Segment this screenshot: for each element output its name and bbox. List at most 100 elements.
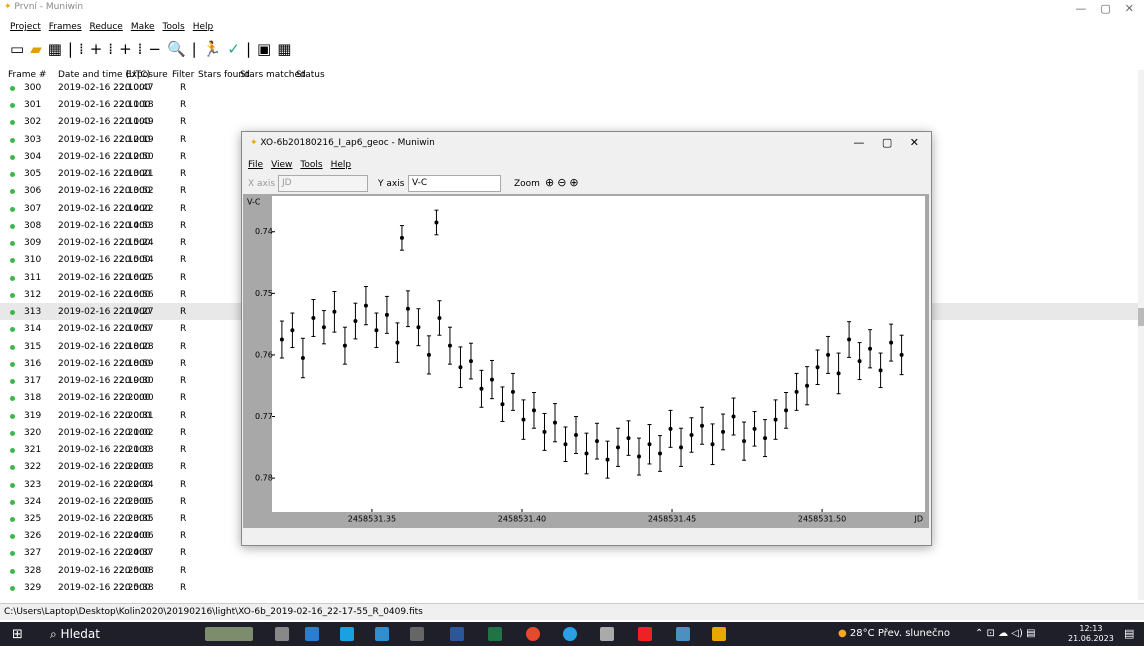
x-tick-label: 2458531.45 [648,515,696,524]
table-cell: 308 [24,220,42,231]
table-cell: 317 [24,376,42,387]
table-cell: 2019-02-16 22:12:50 [58,151,154,162]
menu-item[interactable]: Tools [162,22,185,32]
data-point [489,377,494,382]
weather[interactable]: ● 28°C Přev. slunečno [838,628,950,639]
dialog-controls[interactable]: — ▢ ✕ [853,136,919,149]
plot: V-C JD 0.74 0.75 0.76 0.77 0.78 2458531.35 245… [243,194,929,528]
scrollbar[interactable] [1138,70,1144,600]
app-icon[interactable] [712,627,726,641]
app-icon[interactable] [676,627,690,641]
table-cell: 300 [24,83,42,93]
table-cell: 20.000 [119,427,151,438]
status-dot [10,86,15,91]
y-tick-label: 0.77 [255,412,273,421]
status-bar: C:\Users\Laptop\Desktop\Kolin2020\201902… [0,603,1144,620]
data-point [857,359,862,364]
data-point [731,414,736,419]
menu-item[interactable]: Reduce [89,22,123,32]
table-cell: 20.000 [119,220,151,231]
menu-item[interactable]: Frames [48,22,82,32]
app-icon[interactable] [375,627,389,641]
table-cell: 2019-02-16 22:11:18 [58,100,154,111]
table-cell: 322 [24,462,42,473]
status-dot [10,551,15,557]
search-text: Hledat [60,627,100,641]
data-point [794,389,799,394]
table-cell: 20.000 [119,514,151,524]
plot-dialog: ✦ XO-6b20180216_I_ap6_geoc - Muniwin — ▢… [241,131,932,546]
x-axis-combo[interactable]: JD [278,175,368,192]
column-header: Stars matched [240,70,306,80]
table-cell: 2019-02-16 22:13:21 [58,169,154,180]
status-dot [10,103,15,109]
data-point [405,306,410,311]
app-icon[interactable] [305,627,319,641]
table-cell: 314 [24,324,42,335]
menu-item[interactable]: Tools [300,160,323,170]
date: 21.06.2023 [1068,634,1114,643]
status-dot [10,379,15,385]
status-dot [10,154,15,160]
status-dot [10,430,15,436]
notifications[interactable]: ▤ [1124,627,1135,640]
app-icon[interactable] [600,627,614,641]
app-icon[interactable] [488,627,502,641]
app-icon[interactable] [275,627,289,641]
menu-bar: Project Frames Reduce Make Tools Help [10,22,221,32]
window-controls[interactable]: — ▢ ✕ [1075,2,1134,15]
x-axis-label: X axis [248,179,276,189]
menu-item[interactable]: View [271,160,293,170]
search-box[interactable]: ⌕ Hledat [50,627,100,641]
weather-text: Přev. slunečno [877,628,950,639]
app-icon[interactable] [450,627,464,641]
table-cell: 2019-02-16 22:22:34 [58,479,154,490]
tray-icons[interactable]: ⌃ ⊡ ☁ ◁) ▤ [975,628,1036,639]
status-dot [10,448,15,454]
title-text: První - Muniwin [14,2,84,12]
table-cell: 306 [24,186,42,197]
table-cell: 20.000 [119,151,151,162]
table-cell: 20.000 [119,565,151,576]
data-point [752,426,757,431]
table-cell: R [180,151,187,162]
table-cell: 325 [24,514,42,524]
table-cell: 20.000 [119,341,151,352]
table-cell: 303 [24,134,42,145]
table-cell: 20.000 [119,393,151,404]
start-button[interactable]: ⊞ [12,627,23,642]
data-point [668,426,673,431]
app-icon[interactable] [205,627,253,641]
toolbar[interactable]: ▭▰▦|⁞+⁞+⁞−🔍|🏃✓|▣▦ [10,40,298,58]
table-cell: 313 [24,307,42,318]
table-cell: 2019-02-16 22:16:56 [58,289,154,300]
app-icon[interactable] [563,627,577,641]
column-header: Exposure [126,70,168,80]
clock[interactable]: 12:13 21.06.2023 [1068,624,1114,644]
table-cell: R [180,307,187,318]
table-cell: R [180,410,187,421]
app-icon[interactable] [410,627,424,641]
menu-item[interactable]: Help [330,160,352,170]
zoom-buttons[interactable]: ⊕⊖⊕ [545,176,582,189]
menu-item[interactable]: Make [130,22,155,32]
dialog-menu: File View Tools Help [248,160,359,170]
y-axis-combo[interactable]: V-C [408,175,501,192]
table-cell: 20.000 [119,358,151,369]
app-icon[interactable] [340,627,354,641]
menu-item[interactable]: Project [10,22,41,32]
table-cell: 2019-02-16 22:23:35 [58,514,154,524]
data-point [447,343,452,348]
table-cell: R [180,272,187,283]
table-cell: 20.000 [119,531,151,542]
menu-item[interactable]: Help [192,22,214,32]
table-cell: 2019-02-16 22:25:08 [58,565,154,576]
app-icon[interactable] [526,627,540,641]
table-cell: 316 [24,358,42,369]
table-cell: 2019-02-16 22:25:38 [58,582,154,593]
data-point [468,359,473,364]
table-cell: 2019-02-16 22:16:25 [58,272,154,283]
table-cell: 326 [24,531,42,542]
menu-item[interactable]: File [248,160,264,170]
app-icon[interactable] [638,627,652,641]
